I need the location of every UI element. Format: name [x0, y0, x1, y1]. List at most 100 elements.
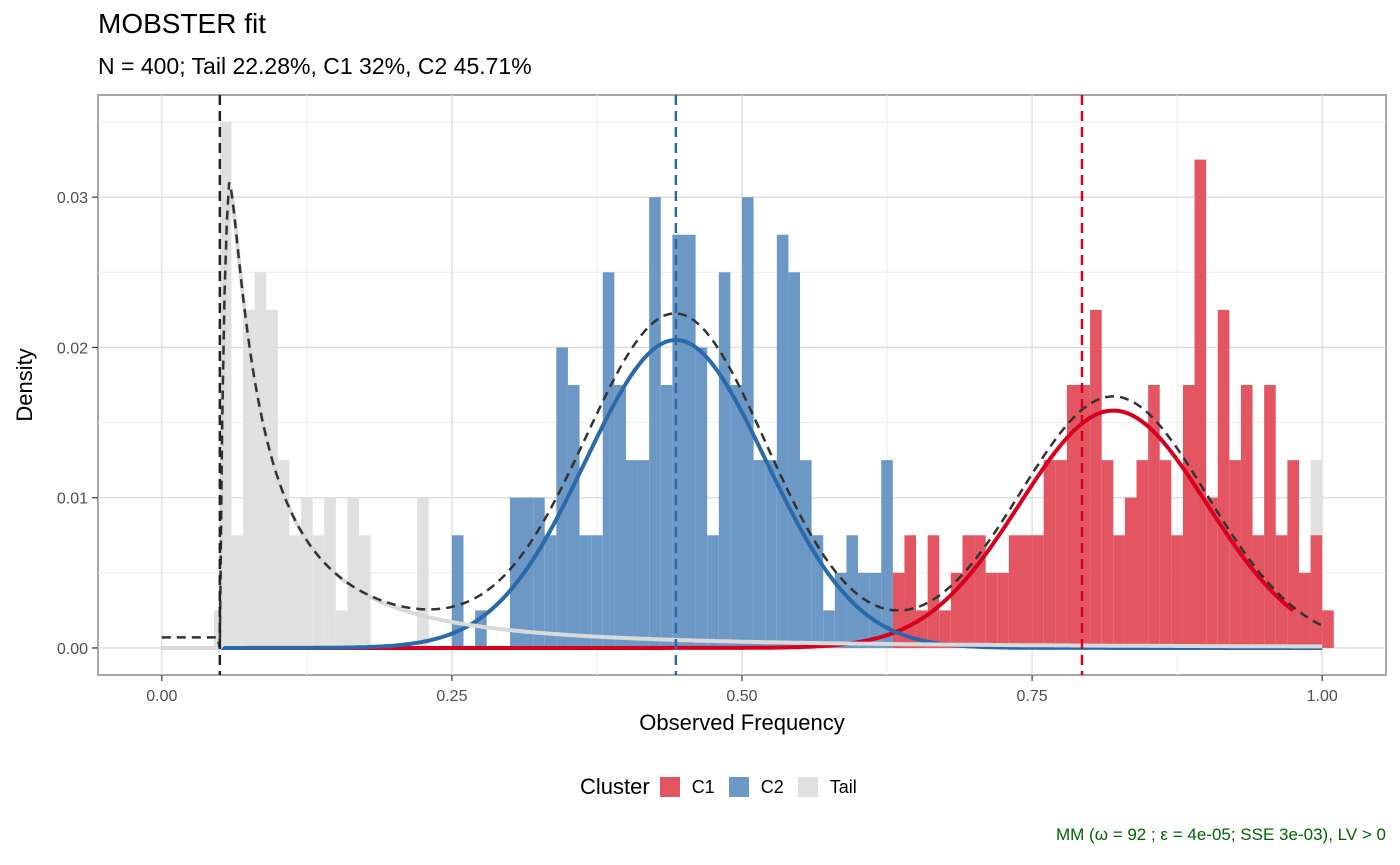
y-tick-label: 0.00 — [57, 641, 88, 658]
hist-bar-c1 — [1275, 535, 1288, 648]
hist-bar-c2 — [614, 385, 626, 648]
density-curve-c2 — [161, 337, 1323, 650]
hist-bar-c2 — [579, 535, 592, 648]
hist-bar-c1 — [1310, 535, 1323, 648]
hist-bar-c1 — [1124, 497, 1137, 648]
hist-bar-c1 — [962, 535, 975, 648]
hist-bar-c1 — [1043, 460, 1056, 648]
hist-bar-c2 — [556, 347, 568, 648]
hist-bar-tail — [243, 309, 255, 648]
y-tick-label: 0.02 — [57, 340, 88, 357]
hist-bar-c2 — [834, 572, 847, 648]
hist-bar-c2 — [788, 272, 801, 648]
hist-bar-c2 — [707, 535, 719, 648]
y-tick-label: 0.01 — [57, 491, 88, 508]
density-curves — [161, 182, 1323, 654]
hist-bar-c2 — [567, 385, 580, 648]
hist-bar-c2 — [846, 535, 859, 648]
hist-bar-c1 — [997, 572, 1009, 648]
hist-bar-c2 — [730, 385, 742, 648]
x-tick-label: 0.50 — [726, 688, 757, 705]
hist-bar-c1 — [1008, 535, 1021, 648]
hist-bar-c1 — [950, 572, 963, 648]
hist-bar-tail — [254, 272, 267, 648]
hist-bar-tail — [289, 535, 302, 648]
legend-item-tail: Tail — [797, 776, 857, 798]
y-tick-label: 0.03 — [57, 190, 88, 207]
legend-swatch-c1 — [659, 777, 680, 797]
hist-bar-c2 — [811, 535, 824, 648]
hist-bar-c1 — [1020, 535, 1033, 648]
hist-bar-c1 — [1032, 535, 1044, 648]
hist-bar-c2 — [800, 460, 812, 648]
hist-bar-c1 — [939, 610, 951, 648]
hist-bar-c2 — [591, 535, 603, 648]
hist-bar-c2 — [451, 535, 464, 648]
hist-bar-c2 — [544, 535, 557, 648]
hist-bar-c1 — [1298, 572, 1311, 648]
hist-bar-c2 — [672, 234, 684, 648]
x-tick-label: 0.00 — [146, 688, 177, 705]
hist-bar-c2 — [765, 460, 777, 648]
legend-label-c1: C1 — [691, 776, 715, 797]
legend-item-c1: C1 — [659, 776, 715, 798]
hist-bar-c1 — [892, 572, 905, 648]
fit-caption: MM (ω = 92 ; ε = 4e-05; SSE 3e-03), LV >… — [1056, 825, 1386, 844]
hist-bar-c1 — [1322, 610, 1334, 648]
legend-label-tail: Tail — [829, 776, 857, 797]
hist-bar-tail — [231, 535, 244, 648]
cluster-mean-lines — [218, 95, 1084, 675]
hist-bar-c1 — [1066, 385, 1079, 648]
hist-bar-c2 — [776, 234, 789, 648]
hist-bar-c1 — [1264, 385, 1276, 648]
hist-bar-c1 — [1206, 497, 1218, 648]
hist-bar-c2 — [660, 385, 673, 648]
hist-bar-c1 — [1252, 535, 1265, 648]
hist-bar-c2 — [521, 497, 534, 648]
hist-bar-c1 — [1229, 460, 1241, 648]
legend-title: Cluster — [580, 774, 650, 799]
hist-bar-c1 — [1113, 535, 1125, 648]
hist-bar-c2 — [695, 347, 708, 648]
hist-bar-c1 — [974, 535, 986, 648]
hist-bar-tail — [417, 497, 429, 648]
hist-bar-c2 — [637, 460, 650, 648]
hist-bar-c2 — [602, 272, 615, 648]
hist-bar-c1 — [1159, 460, 1172, 648]
legend-swatch-tail — [797, 777, 818, 797]
hist-bar-tail — [219, 122, 232, 648]
hist-bar-c1 — [1055, 460, 1067, 648]
hist-bar-c1 — [1217, 309, 1230, 648]
hist-bar-tail — [301, 497, 313, 648]
legend-swatch-c2 — [728, 777, 749, 797]
hist-bar-c2 — [649, 197, 661, 648]
hist-bar-c2 — [475, 610, 487, 648]
hist-bar-c1 — [1171, 535, 1183, 648]
hist-bar-c2 — [533, 497, 545, 648]
chart-subtitle: N = 400; Tail 22.28%, C1 32%, C2 45.71% — [98, 53, 532, 79]
hist-bar-tail — [277, 460, 290, 648]
hist-bar-c1 — [1287, 460, 1299, 648]
x-axis-title: Observed Frequency — [639, 710, 844, 735]
hist-bar-c2 — [718, 272, 731, 648]
x-tick-label: 0.75 — [1017, 688, 1048, 705]
legend-item-c2: C2 — [728, 776, 784, 798]
hist-bar-c2 — [881, 460, 893, 648]
density-curve-tail — [161, 187, 1323, 654]
hist-bar-c2 — [823, 610, 835, 648]
hist-bar-c1 — [1240, 385, 1253, 648]
histogram-bars — [214, 122, 1334, 648]
hist-bar-tail — [359, 535, 371, 648]
y-axis-title: Density — [12, 348, 37, 421]
hist-bar-c1 — [1090, 309, 1102, 648]
legend-label-c2: C2 — [760, 776, 784, 797]
x-tick-label: 0.25 — [436, 688, 467, 705]
hist-bar-c2 — [509, 497, 522, 648]
hist-bar-tail — [324, 497, 336, 648]
chart-title: MOBSTER fit — [98, 8, 267, 39]
hist-bar-tail — [312, 535, 325, 648]
hist-bar-tail — [335, 610, 348, 648]
hist-bar-tail — [266, 309, 278, 648]
hist-bar-c1 — [1078, 385, 1091, 648]
